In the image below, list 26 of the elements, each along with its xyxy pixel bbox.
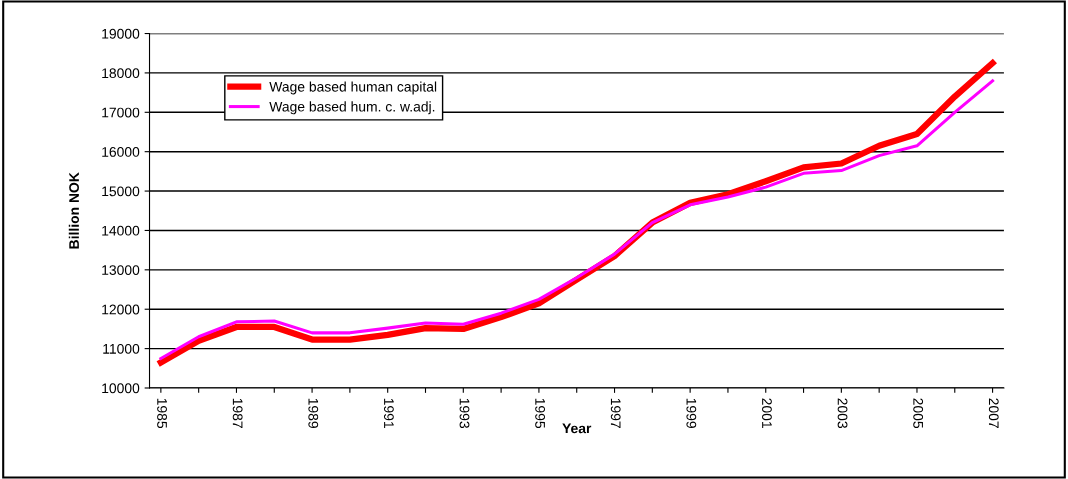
x-tick-label: 2003 xyxy=(837,398,848,428)
y-tick-label: 14000 xyxy=(102,225,140,236)
x-tick-label: 2001 xyxy=(762,398,772,428)
x-tick-label: 1991 xyxy=(383,398,394,428)
x-tick-label: 2007 xyxy=(988,398,999,428)
y-tick-label: 11000 xyxy=(103,343,140,354)
y-tick-label: 18000 xyxy=(102,68,140,79)
x-tick-label: 1987 xyxy=(232,398,243,428)
y-tick-label: 17000 xyxy=(102,107,140,118)
x-tick-label: 1985 xyxy=(157,398,167,429)
x-tick-label: 1993 xyxy=(459,398,470,428)
y-tick-label: 19000 xyxy=(102,28,140,39)
y-tick-label: 13000 xyxy=(102,265,140,276)
x-tick-label: 2005 xyxy=(913,398,924,429)
x-tick-label: 1997 xyxy=(610,398,621,428)
x-tick-label: 1989 xyxy=(308,398,319,428)
x-tick-label: 1995 xyxy=(535,398,546,429)
y-tick-label: 16000 xyxy=(102,147,140,157)
x-axis-title: Year xyxy=(562,423,592,434)
y-tick-label: 12000 xyxy=(102,304,140,315)
legend-label: Wage based human capital xyxy=(269,81,437,95)
x-tick-label: 1999 xyxy=(686,398,697,428)
legend-label: Wage based hum. c. w.adj. xyxy=(269,101,435,115)
y-tick-label: 15000 xyxy=(102,186,140,197)
y-axis-title: Billion NOK xyxy=(68,172,79,249)
y-tick-label: 10000 xyxy=(102,383,140,394)
